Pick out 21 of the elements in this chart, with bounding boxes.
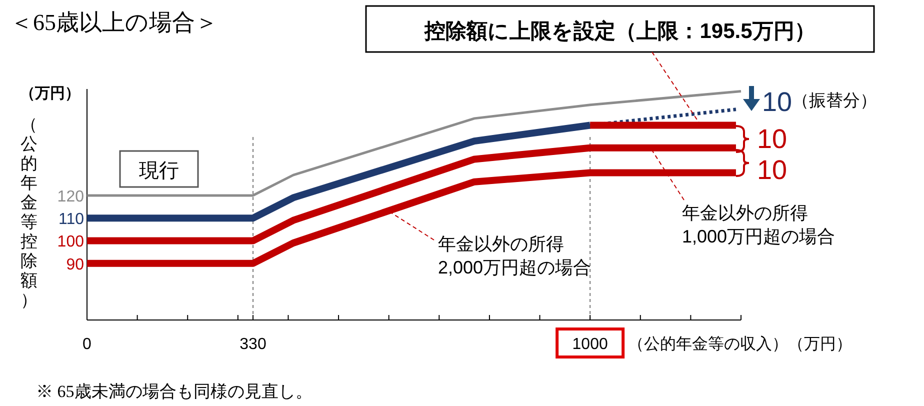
annotation: 年金以外の所得 2,000万円超の場合: [438, 234, 592, 278]
annotation: 年金以外の所得 1,000万円超の場合: [682, 203, 836, 246]
chart-title: ＜65歳以上の場合＞: [10, 10, 218, 35]
annotation: 控除額に上限を設定（上限：195.5万円）: [424, 19, 816, 43]
x-tick-label: 0: [82, 336, 92, 353]
line-series: [86, 90, 742, 197]
y-tick-label: 110: [58, 211, 84, 228]
text: 10: [757, 155, 788, 185]
y-tick-label: 90: [66, 256, 84, 274]
y-tick-label: 120: [57, 188, 84, 206]
x-tick-label: 330: [240, 336, 266, 353]
text: 10: [762, 87, 792, 117]
text: （公的年金等控除額）: [20, 115, 38, 310]
x-tick-label: 1000: [572, 336, 608, 353]
y-tick-label: 100: [57, 234, 84, 251]
x-axis-title: （公的年金等の収入）（万円）: [628, 335, 852, 353]
text: （振替分）: [792, 91, 877, 110]
annotation: 現行: [139, 160, 179, 182]
text: ※ 65歳未満の場合も同様の見直し。: [36, 382, 312, 401]
text: 10: [757, 124, 788, 154]
text: （万円）: [20, 85, 80, 102]
